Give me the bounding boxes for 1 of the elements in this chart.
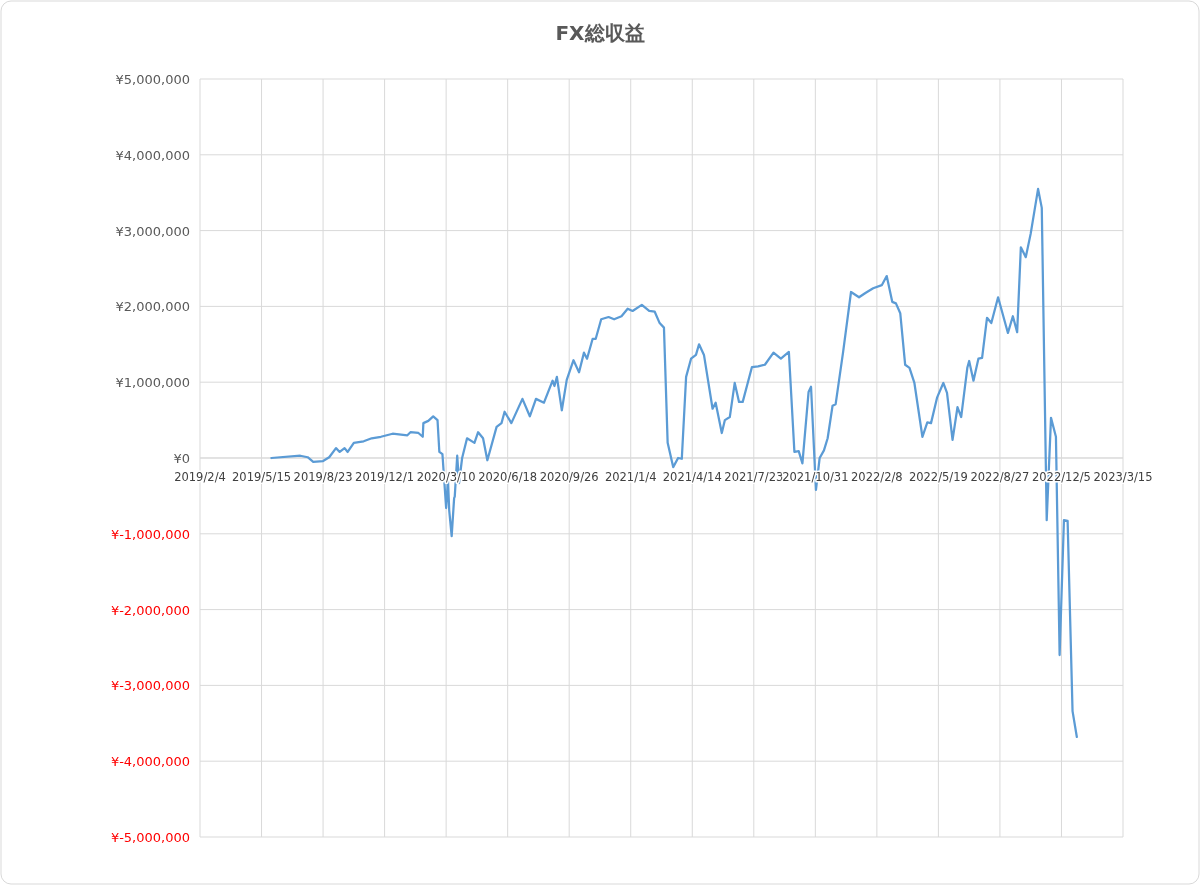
title: FX総収益 (555, 21, 645, 45)
